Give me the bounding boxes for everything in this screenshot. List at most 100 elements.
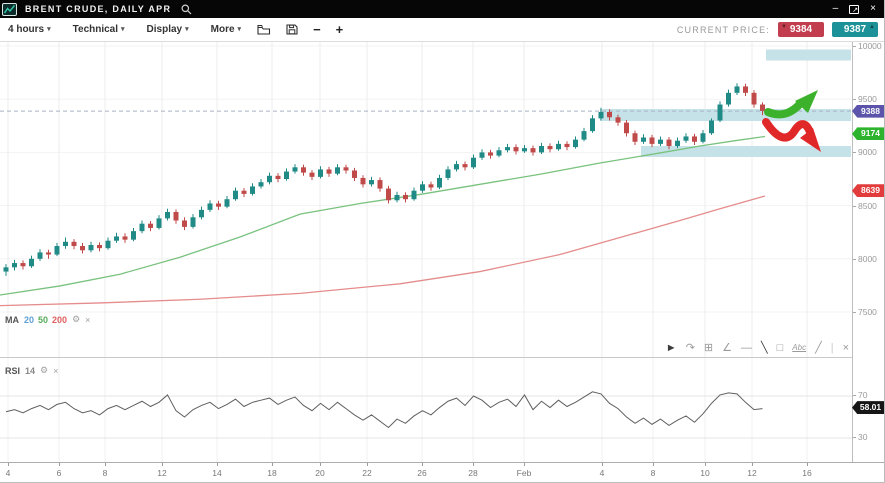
price-axis[interactable]: 10000 9500 9000 8500 8000 7500 9388 9174 8639 70 3…	[852, 41, 884, 462]
rsi-tick-label: 30	[858, 432, 868, 442]
minimize-button[interactable]: –	[832, 3, 839, 14]
candle	[624, 122, 629, 134]
chart-axis-tool[interactable]: ∠	[722, 342, 732, 354]
save-icon[interactable]	[286, 24, 298, 35]
upper-target-zone	[766, 49, 851, 61]
cursor-tool[interactable]: ►	[665, 342, 677, 354]
price-tick-label: 9500	[858, 94, 877, 105]
candle	[37, 252, 43, 259]
grid-tool[interactable]: ⊞	[703, 342, 714, 354]
close-button[interactable]: ×	[870, 3, 876, 14]
time-tick-label: 18	[267, 468, 277, 478]
candle	[717, 104, 723, 121]
rsi-settings-gear-icon[interactable]: ⚙	[40, 365, 49, 375]
candle	[3, 267, 9, 272]
horizontal-line-tool[interactable]: —	[741, 342, 752, 354]
display-dropdown[interactable]: Display ▾	[146, 24, 189, 35]
rsi-pane[interactable]: RSI 14 ⚙ ×	[0, 357, 852, 463]
ma-slow-line	[0, 195, 766, 307]
candle	[590, 118, 595, 132]
bid-price-chip[interactable]: ▼ 9384	[778, 22, 824, 37]
time-tick-label: 12	[747, 468, 757, 478]
candle	[71, 241, 77, 247]
ma-remove-icon[interactable]: ×	[85, 314, 91, 325]
ma-period-label: 50	[38, 314, 49, 325]
time-tick-label: 12	[157, 468, 167, 478]
candle	[258, 182, 264, 187]
text-tool[interactable]: Abc	[792, 343, 807, 352]
chevron-down-icon: ▾	[237, 26, 242, 33]
price-tick-label: 9000	[858, 147, 877, 158]
rsi-remove-icon[interactable]: ×	[53, 365, 59, 376]
candle	[454, 164, 459, 170]
main-chart-pane[interactable]: MA 20 50 200 ⚙ × ► ↷ ⊞ ∠ — ╲ □ Abc ╱ | ×	[0, 42, 852, 357]
popout-button[interactable]: ↗	[849, 4, 860, 14]
ma-legend-title: MA	[5, 314, 19, 325]
rsi-line	[5, 391, 763, 429]
candle	[505, 147, 510, 151]
bullish-scenario-arrow	[795, 90, 818, 113]
time-tick-label: 8	[102, 468, 108, 478]
candle	[488, 152, 493, 156]
ma-settings-gear-icon[interactable]: ⚙	[72, 314, 81, 324]
time-axis[interactable]: 4 6 8 12 14 18 20 22 26 28 Feb 4 8 10 12 16	[0, 462, 852, 482]
ma-period-label: 200	[52, 314, 68, 325]
candle	[556, 143, 561, 150]
candle	[522, 148, 527, 152]
candle	[233, 190, 238, 200]
zoom-in-button[interactable]: +	[335, 21, 344, 37]
bid-price-value: 9384	[789, 24, 813, 35]
time-tick-label: 14	[212, 468, 222, 478]
chevron-down-icon: ▾	[47, 26, 51, 33]
technical-dropdown[interactable]: Technical ▾	[72, 24, 125, 35]
candle	[46, 252, 51, 255]
chart-toolbar: 4 hours ▾ Technical ▾ Display ▾ More ▾ − + CURR…	[0, 18, 884, 42]
candle	[122, 236, 128, 240]
rsi-chart-svg	[0, 358, 852, 463]
candle	[301, 167, 306, 173]
candle	[607, 111, 612, 118]
candle	[641, 137, 646, 142]
candle	[292, 167, 298, 172]
time-tick-label: 22	[362, 468, 372, 478]
bearish-scenario-arrow	[800, 128, 821, 152]
search-icon[interactable]	[181, 4, 192, 15]
more-dropdown[interactable]: More ▾	[210, 24, 242, 35]
candle	[182, 220, 187, 227]
time-tick-label: 28	[468, 468, 478, 478]
close-tool[interactable]: ×	[842, 342, 849, 354]
trendline-tool[interactable]: ╲	[761, 342, 768, 354]
candle	[199, 209, 204, 218]
candle	[675, 140, 680, 147]
axis-corner	[852, 462, 884, 482]
candle	[403, 194, 408, 200]
timeframe-dropdown[interactable]: 4 hours ▾	[8, 24, 51, 35]
candle	[445, 169, 451, 178]
candle	[80, 246, 85, 251]
candle	[386, 188, 391, 201]
candle	[54, 246, 60, 255]
candle	[114, 236, 119, 241]
open-layout-icon[interactable]	[257, 24, 271, 35]
current-price-label: CURRENT PRICE:	[676, 24, 770, 35]
main-chart-svg	[0, 42, 852, 357]
candle	[709, 120, 714, 134]
zoom-out-button[interactable]: −	[313, 21, 321, 37]
rsi-legend-period: 14	[25, 365, 36, 376]
candle	[598, 111, 604, 119]
toolbar-dropdowns: 4 hours ▾ Technical ▾ Display ▾ More ▾	[8, 24, 241, 35]
diagonal-line-tool[interactable]: ╱	[815, 342, 822, 354]
candle	[63, 241, 68, 247]
rectangle-tool[interactable]: □	[776, 342, 784, 354]
candle	[284, 171, 289, 179]
time-tick-label: Feb	[516, 468, 532, 478]
candle	[743, 86, 748, 93]
ask-direction-icon: ▲	[869, 24, 875, 30]
candle	[267, 175, 272, 183]
candle	[131, 231, 136, 240]
candle	[326, 169, 332, 174]
candle	[471, 157, 476, 168]
price-tick-label: 10000	[858, 41, 882, 51]
curve-arrow-tool[interactable]: ↷	[685, 342, 695, 354]
ask-price-chip[interactable]: ▲ 9387	[832, 22, 878, 37]
